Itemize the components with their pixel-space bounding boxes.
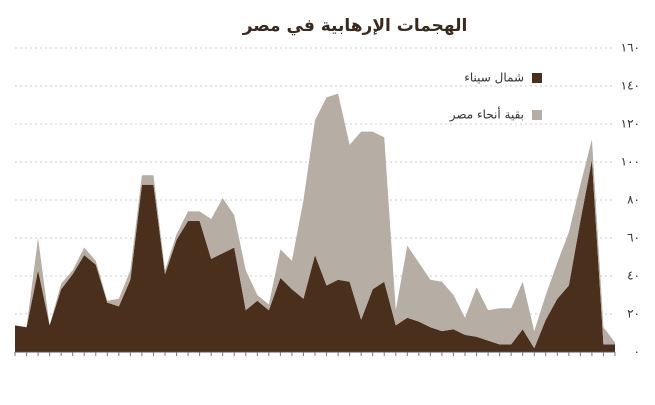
area bbox=[15, 160, 615, 352]
y-tick-label: ١٠٠ bbox=[621, 155, 640, 169]
legend-swatch bbox=[532, 73, 542, 83]
chart-title: الهجمات الإرهابية في مصر bbox=[242, 16, 468, 36]
y-tick-label: ٨٠ bbox=[627, 193, 640, 207]
legend-label: بقية أنحاء مصر bbox=[449, 107, 524, 123]
y-tick-label: ١٤٠ bbox=[621, 79, 640, 93]
legend-label: شمال سيناء bbox=[464, 71, 524, 85]
y-tick-label: ٤٠ bbox=[627, 269, 640, 283]
y-tick-label: ١٦٠ bbox=[621, 41, 640, 55]
y-tick-label: ٦٠ bbox=[627, 231, 640, 245]
y-tick-label: ٢٠ bbox=[627, 307, 640, 321]
y-tick-label: ٠ bbox=[634, 345, 640, 359]
area bbox=[15, 93, 615, 349]
legend-swatch bbox=[532, 110, 542, 120]
y-tick-label: ١٢٠ bbox=[621, 117, 640, 131]
